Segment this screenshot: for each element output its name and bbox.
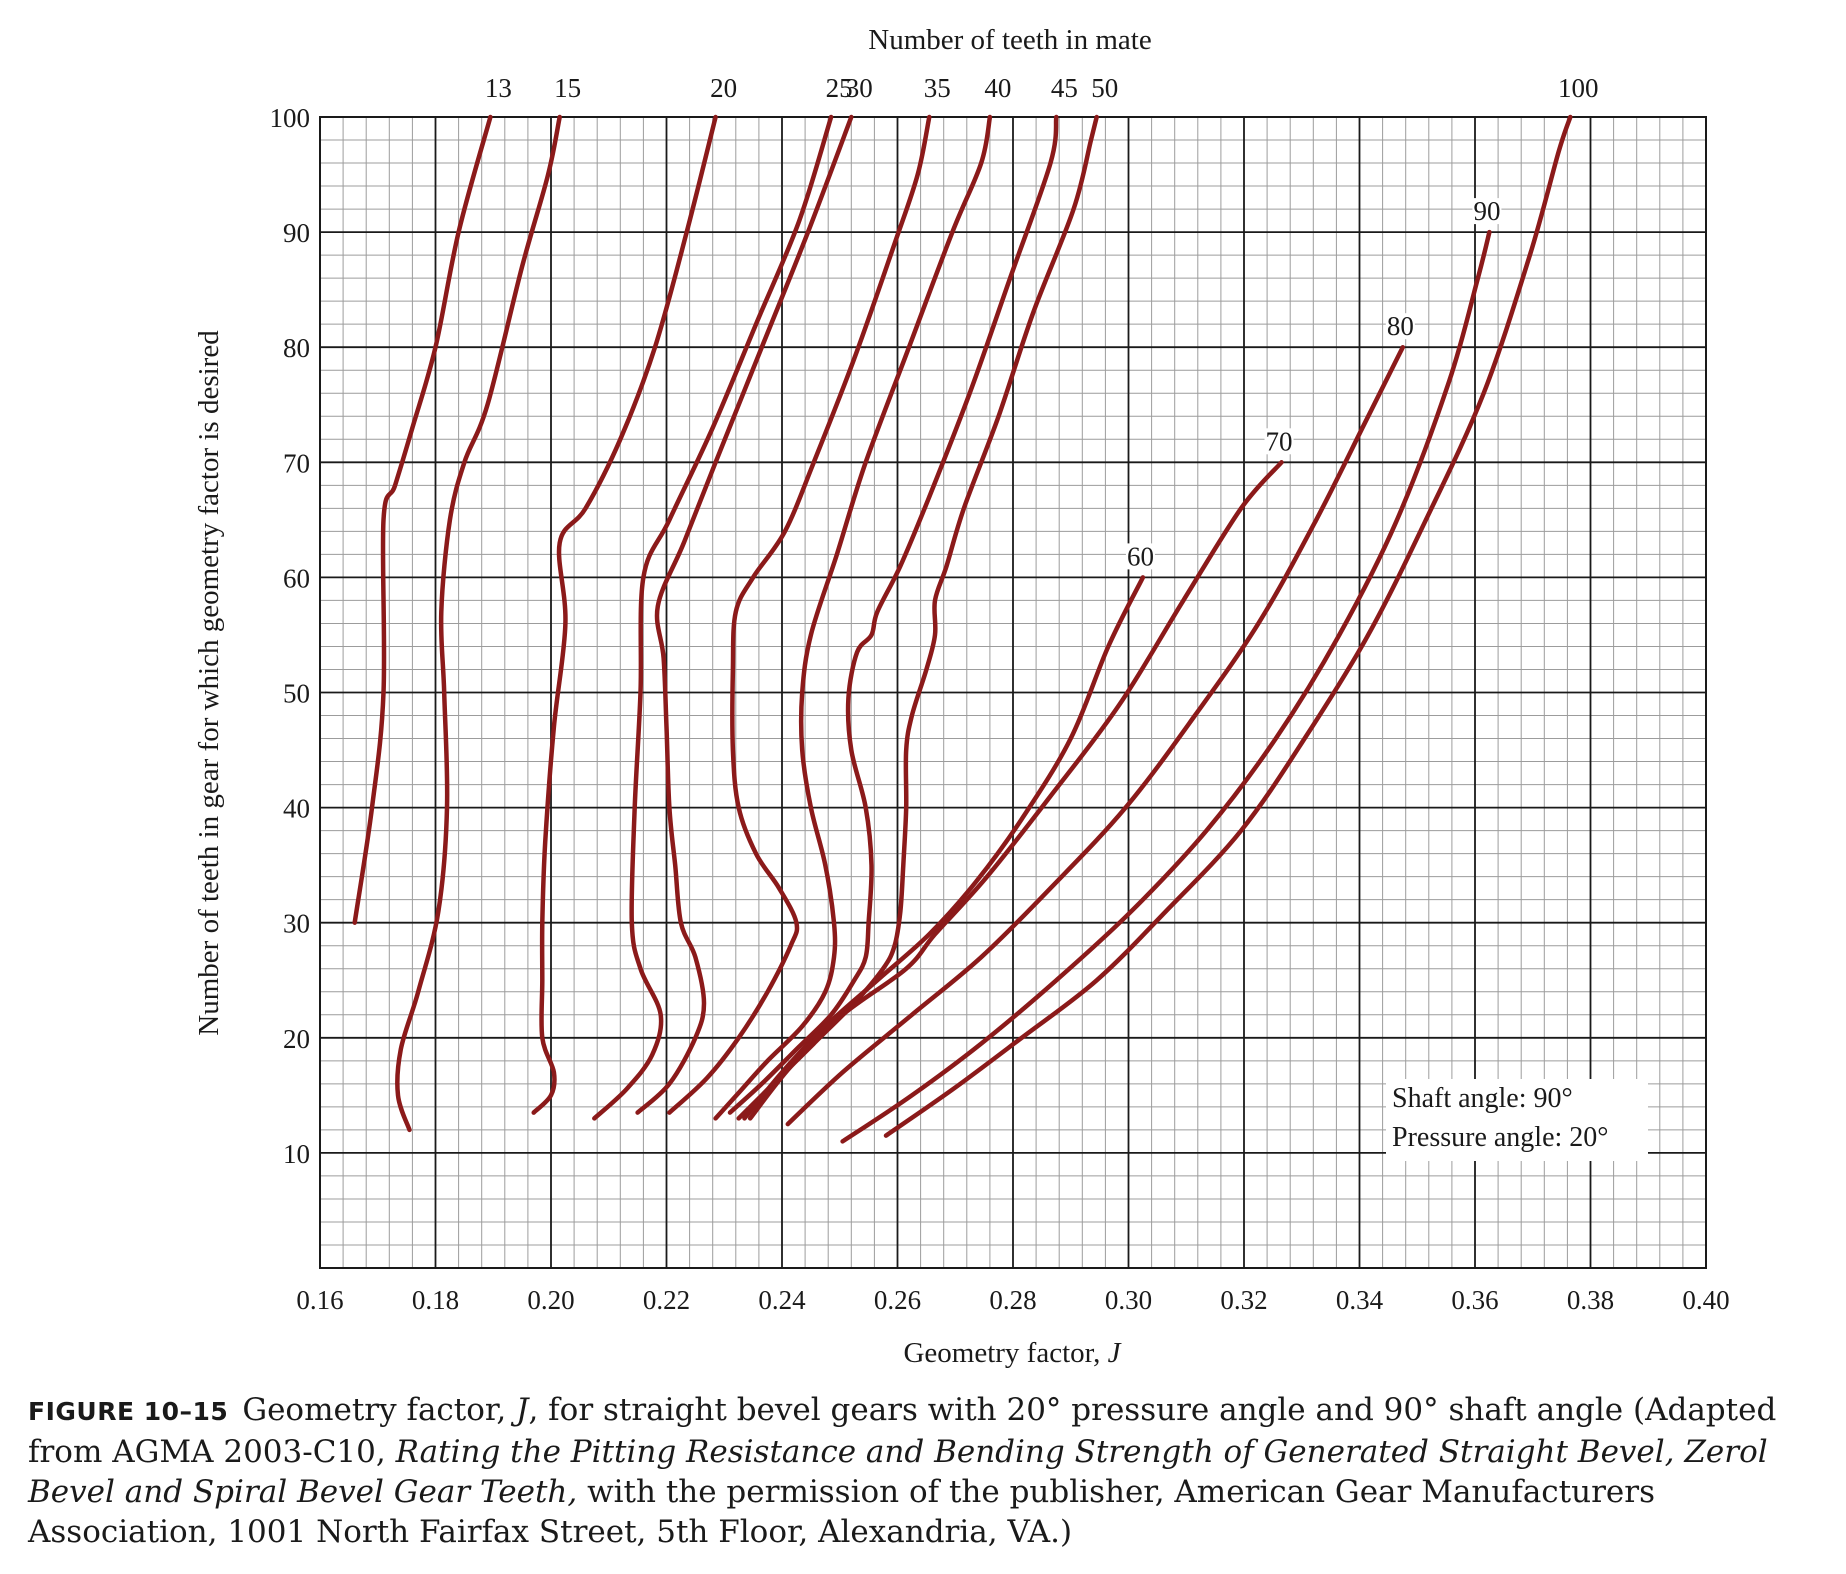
- curve-label-15: 15: [554, 73, 581, 103]
- figure-caption: FIGURE 10–15 Geometry factor, J, for stra…: [28, 1390, 1828, 1552]
- y-tick-label: 80: [283, 333, 310, 363]
- curve-35-teeth: [667, 114, 932, 1115]
- curve-label-90: 90: [1473, 196, 1500, 226]
- y-tick-label: 50: [283, 679, 310, 709]
- shaft-angle-note: Shaft angle: 90°: [1392, 1083, 1573, 1114]
- y-tick-labels: 10 20 30 40 50 60 70 80 90 100: [270, 103, 311, 1169]
- y-tick-label: 60: [283, 563, 310, 593]
- x-tick-label: 0.38: [1567, 1285, 1614, 1315]
- caption-text-3: with the permission of the publisher, Am…: [28, 1474, 1655, 1550]
- curve-60-teeth: [742, 575, 1146, 1121]
- x-tick-label: 0.36: [1451, 1285, 1498, 1315]
- y-tick-label: 10: [283, 1139, 310, 1169]
- y-tick-label: 40: [283, 794, 310, 824]
- curve-label-background: [1472, 198, 1502, 225]
- curve-label-25: 25: [826, 73, 853, 103]
- annotation-box: Shaft angle: 90° Pressure angle: 20°: [1386, 1079, 1648, 1161]
- x-axis-title-text: Geometry factor,: [903, 1337, 1107, 1369]
- geometry-factor-chart: 0.16 0.18 0.20 0.22 0.24 0.26 0.28 0.30 0.32 0.34…: [193, 24, 1730, 1369]
- curve-40-teeth: [713, 114, 993, 1121]
- curve-13-teeth: [352, 114, 493, 925]
- x-tick-label: 0.18: [412, 1285, 459, 1315]
- curve-label-60: 60: [1127, 541, 1154, 571]
- x-tick-label: 0.40: [1682, 1285, 1729, 1315]
- y-axis-title: Number of teeth in gear for which geomet…: [193, 330, 225, 1036]
- curve-label-50: 50: [1091, 73, 1118, 103]
- figure-number: FIGURE 10–15: [28, 1397, 229, 1426]
- annotation-background: [1386, 1079, 1648, 1161]
- x-tick-labels: 0.16 0.18 0.20 0.22 0.24 0.26 0.28 0.30 0.32 0.34…: [296, 1285, 1729, 1315]
- x-axis-title: Geometry factor, J: [903, 1337, 1121, 1369]
- curve-label-background: [1385, 313, 1415, 340]
- pressure-angle-note: Pressure angle: 20°: [1392, 1122, 1608, 1153]
- caption-text-2: , for straight bevel gears with 20° pres…: [28, 1392, 1777, 1470]
- curve-70-teeth: [747, 460, 1284, 1121]
- y-tick-label: 70: [283, 448, 310, 478]
- curve-label-45: 45: [1051, 73, 1078, 103]
- curve-label-background: [1125, 543, 1155, 570]
- x-tick-label: 0.24: [758, 1285, 806, 1315]
- curve-45-teeth: [727, 114, 1059, 1115]
- x-tick-label: 0.34: [1336, 1285, 1384, 1315]
- x-tick-label: 0.20: [527, 1285, 574, 1315]
- x-tick-label: 0.30: [1105, 1285, 1152, 1315]
- curve-label-20: 20: [710, 73, 737, 103]
- x-tick-label: 0.26: [874, 1285, 921, 1315]
- curve-label-13: 13: [485, 73, 512, 103]
- x-tick-label: 0.22: [643, 1285, 690, 1315]
- y-tick-label: 30: [283, 909, 310, 939]
- plot-frame: [319, 116, 1707, 1269]
- curve-label-35: 35: [924, 73, 951, 103]
- curve-label-30: 30: [846, 73, 873, 103]
- curve-25-teeth: [592, 114, 834, 1121]
- curve-label-40: 40: [984, 73, 1011, 103]
- x-axis-title-variable: J: [1108, 1337, 1122, 1369]
- x-tick-label: 0.32: [1220, 1285, 1267, 1315]
- x-tick-label: 0.16: [296, 1285, 343, 1315]
- caption-italic-title: Rating the Pitting Resistance and Bendin…: [28, 1434, 1768, 1510]
- curve-label-80: 80: [1387, 311, 1414, 341]
- y-tick-label: 100: [270, 103, 311, 133]
- curve-100-teeth: [883, 114, 1573, 1138]
- y-tick-label: 90: [283, 218, 310, 248]
- curve-90-teeth: [840, 229, 1492, 1144]
- curve-label-70: 70: [1266, 426, 1293, 456]
- curve-20-teeth: [531, 114, 718, 1115]
- caption-j-variable: J: [516, 1392, 529, 1428]
- x-tick-label: 0.28: [989, 1285, 1036, 1315]
- y-tick-label: 20: [283, 1024, 310, 1054]
- caption-text-1: Geometry factor,: [242, 1392, 517, 1428]
- curve-80-teeth: [785, 344, 1406, 1127]
- curve-15-teeth: [395, 114, 562, 1133]
- curve-group: [352, 114, 1573, 1144]
- curve-label-background: [1264, 428, 1294, 455]
- top-axis-title: Number of teeth in mate: [868, 24, 1151, 56]
- curve-label-100: 100: [1558, 73, 1599, 103]
- curve-30-teeth: [635, 114, 854, 1115]
